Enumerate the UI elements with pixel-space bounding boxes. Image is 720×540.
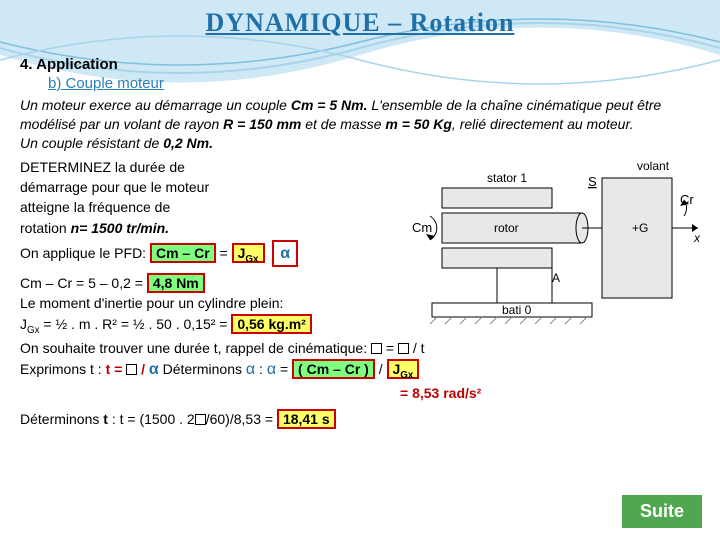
label-g: +G: [632, 221, 648, 235]
calc-line-7: Déterminons t : t = (1500 . 2/60)/8,53 =…: [20, 409, 336, 429]
label-volant: volant: [637, 159, 670, 173]
text: rotation: [20, 220, 71, 236]
pfd-lhs: Cm – Cr: [150, 243, 216, 263]
text: DETERMINEZ la durée de: [20, 159, 185, 175]
label-s: S: [588, 174, 597, 189]
calc-line-3: JGx = ½ . m . R² = ½ . 50 . 0,15² = 0,56…: [20, 316, 312, 332]
m-value: m = 50 Kg: [385, 116, 452, 132]
motor-diagram: stator 1 rotor volant bati 0 Cm Cr x +G …: [402, 158, 702, 338]
subsection-title: b) Couple moteur: [48, 75, 700, 92]
calc-line-6: = 8,53 rad/s²: [400, 383, 481, 403]
calc-line-5: Exprimons t : t = / α Déterminons α : α …: [20, 361, 419, 377]
text: , relié directement au moteur.: [452, 116, 634, 132]
label-stator: stator 1: [487, 171, 527, 185]
text: Un couple résistant de: [20, 135, 163, 151]
eq-sign: =: [220, 245, 232, 261]
cr-value: 0,2 Nm.: [163, 135, 213, 151]
label-x: x: [693, 231, 701, 245]
cm-value: Cm = 5 Nm.: [291, 97, 368, 113]
calc-line-1: Cm – Cr = 5 – 0,2 = 4,8 Nm: [20, 273, 205, 293]
pfd-label: On applique le PFD:: [20, 245, 150, 261]
text: démarrage pour que le moteur: [20, 179, 209, 195]
text: atteigne la fréquence de: [20, 199, 170, 215]
label-rotor: rotor: [494, 221, 519, 235]
calc-line-4: On souhaite trouver une durée t, rappel …: [20, 340, 425, 356]
label-bati: bati 0: [502, 303, 532, 317]
section-number: 4. Application: [20, 56, 700, 73]
pfd-alpha: α: [272, 240, 298, 267]
calc-line-2: Le moment d'inertie pour un cylindre ple…: [20, 295, 283, 311]
label-cm: Cm: [412, 220, 432, 235]
pfd-j: JGx: [232, 243, 265, 263]
problem-statement: Un moteur exerce au démarrage un couple …: [20, 96, 700, 153]
suite-button[interactable]: Suite: [622, 495, 702, 528]
r-value: R = 150 mm: [223, 116, 301, 132]
label-a: A: [552, 271, 560, 285]
text: et de masse: [301, 116, 385, 132]
page-title: DYNAMIQUE – Rotation: [20, 8, 700, 38]
n-value: n= 1500 tr/min.: [71, 220, 169, 236]
text: Un moteur exerce au démarrage un couple: [20, 97, 291, 113]
determine-block: DETERMINEZ la durée de démarrage pour qu…: [20, 157, 280, 238]
